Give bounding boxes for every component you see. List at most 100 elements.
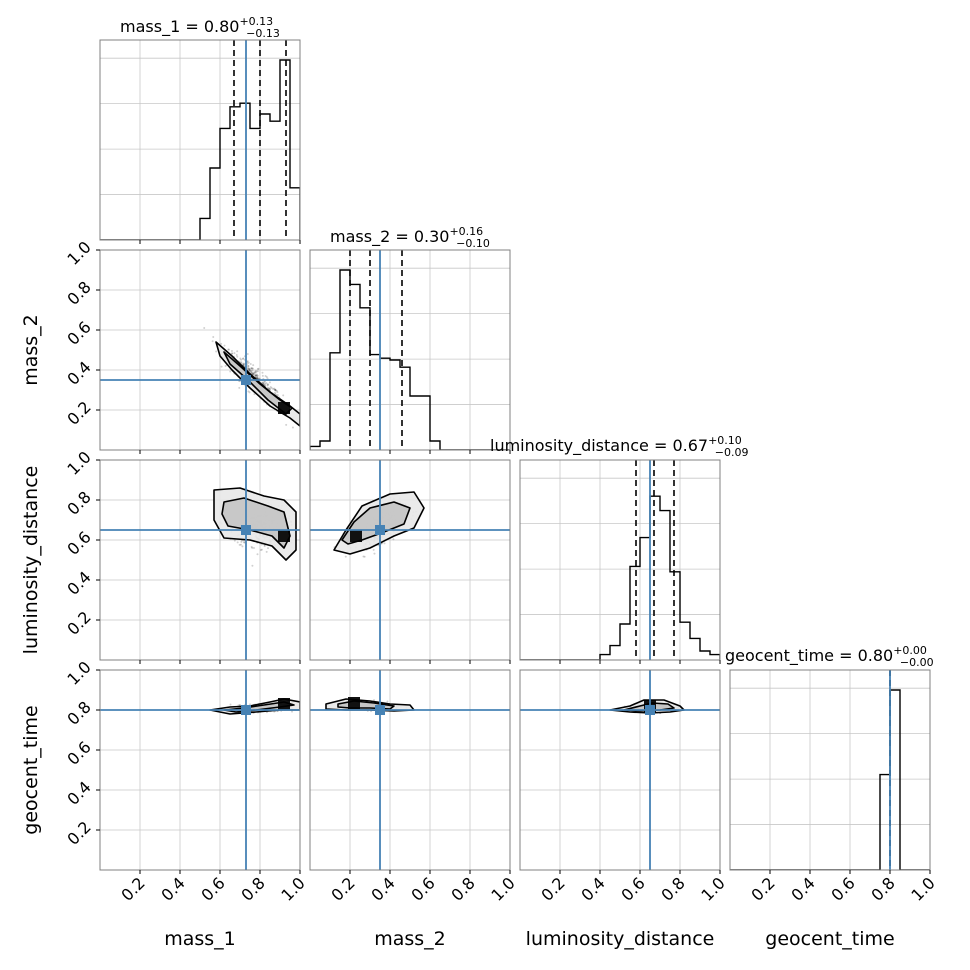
sample-point (276, 394, 279, 397)
x-tick-label-mass_1-1: 0.4 (157, 873, 188, 904)
xlabel-luminosity_distance: luminosity_distance (526, 928, 715, 950)
y-tick-label-mass_2-3: 0.8 (63, 277, 94, 308)
sample-point (223, 344, 226, 347)
histogram-mass_2 (310, 269, 510, 450)
sample-point (255, 374, 258, 377)
sample-point (242, 362, 245, 365)
sample-point (372, 548, 375, 551)
y-tick-label-geocent_time-0: 0.2 (63, 817, 94, 848)
sample-point (230, 350, 233, 353)
sample-point (274, 392, 277, 395)
sample-point (254, 370, 257, 373)
sample-point (248, 391, 251, 394)
title-mass_2-median: 0.30 (414, 227, 450, 246)
sample-point (301, 517, 303, 519)
sample-point (251, 367, 254, 370)
panel-frame (729, 669, 931, 871)
sample-point (251, 367, 254, 370)
sample-point (255, 373, 258, 376)
sample-point (251, 564, 254, 567)
x-tick-label-geocent_time-4: 1.0 (907, 873, 938, 904)
sample-point (256, 374, 259, 377)
sample-point (242, 357, 245, 360)
sample-point (236, 355, 239, 358)
sample-point (249, 703, 252, 706)
panel-content (100, 460, 303, 660)
truth-marker (375, 525, 385, 535)
sample-point (264, 375, 267, 378)
sample-point (265, 550, 268, 553)
panel-content (730, 670, 930, 870)
sample-point (263, 545, 266, 548)
sample-point (273, 387, 276, 390)
panel-content (520, 460, 720, 660)
sample-point (254, 375, 257, 378)
x-tick-label-mass_2-0: 0.2 (327, 873, 358, 904)
xlabel-mass_1: mass_1 (164, 928, 236, 950)
title-luminosity_distance-minus: −0.09 (715, 446, 749, 459)
sample-point (267, 387, 270, 390)
x-tick-label-geocent_time-2: 0.6 (827, 873, 858, 904)
truth-marker (241, 375, 251, 385)
sample-point (261, 374, 264, 377)
y-tick-label-luminosity_distance-3: 0.8 (63, 487, 94, 518)
sample-point (272, 387, 275, 390)
sample-point (259, 548, 262, 551)
panel-mass_2 (309, 249, 511, 454)
y-tick-label-mass_2-2: 0.6 (63, 317, 94, 348)
x-tick-label-mass_2-4: 1.0 (487, 873, 518, 904)
contour-1 (341, 501, 411, 545)
sample-point (246, 362, 249, 365)
title-geocent_time: geocent_time = 0.80+0.00 −0.00 (725, 644, 934, 669)
sample-point (274, 388, 277, 391)
panel-mass_1-vs-geocent_time: 0.2 0.4 0.6 0.8 1.0 0.2 0.4 0.6 0.8 1.0 (63, 657, 308, 904)
title-mass_1-median: 0.80 (204, 17, 240, 36)
y-tick-label-luminosity_distance-0: 0.2 (63, 607, 94, 638)
sample-point (246, 360, 249, 363)
title-mass_2: mass_2 = 0.30+0.16 −0.10 (330, 225, 490, 250)
x-tick-label-mass_1-2: 0.6 (197, 873, 228, 904)
sample-point (262, 383, 265, 386)
sample-point (239, 543, 242, 546)
y-tick-label-geocent_time-1: 0.4 (63, 777, 94, 808)
sample-point (256, 376, 259, 379)
sample-point (240, 540, 243, 543)
panel-frame (99, 249, 301, 451)
x-tick-label-luminosity_distance-1: 0.4 (577, 873, 608, 904)
title-mass_2-plus: +0.16 (449, 225, 483, 238)
sample-point (362, 555, 365, 558)
sample-point (265, 376, 268, 379)
panel-frame (309, 669, 511, 871)
title-mass_2-name: mass_2 (330, 227, 390, 247)
panel-mass_2-vs-luminosity_distance (309, 459, 511, 664)
y-tick-label-luminosity_distance-2: 0.6 (63, 527, 94, 558)
contour-0 (213, 487, 297, 561)
panel-content (310, 670, 510, 870)
x-tick-label-mass_1-3: 0.8 (237, 873, 268, 904)
sample-point (251, 371, 254, 374)
title-luminosity_distance-name: luminosity_distance (490, 436, 649, 456)
panel-frame (309, 459, 511, 661)
sample-point (265, 382, 268, 385)
sample-point (220, 365, 223, 368)
x-tick-label-mass_2-3: 0.8 (447, 873, 478, 904)
sample-point (274, 389, 277, 392)
sample-point (220, 342, 223, 345)
sample-point (285, 423, 288, 426)
sample-point (261, 381, 264, 384)
sample-point (274, 389, 277, 392)
sample-point (236, 541, 239, 544)
panel-content (100, 250, 300, 450)
sample-point (256, 370, 259, 373)
contour-0 (333, 491, 425, 555)
panel-frame (99, 669, 301, 871)
label-layer: mass_1 = 0.80+0.13 −0.13 mass_2 = 0.30+0.… (20, 15, 934, 950)
panel-mass_2-vs-geocent_time: 0.2 0.4 0.6 0.8 1.0 (309, 669, 519, 905)
title-mass_2-minus: −0.10 (456, 237, 490, 250)
panel-frame (519, 459, 721, 661)
sample-point (252, 547, 255, 550)
sample-point (373, 552, 376, 555)
sample-point (229, 703, 232, 706)
sample-point (256, 374, 259, 377)
